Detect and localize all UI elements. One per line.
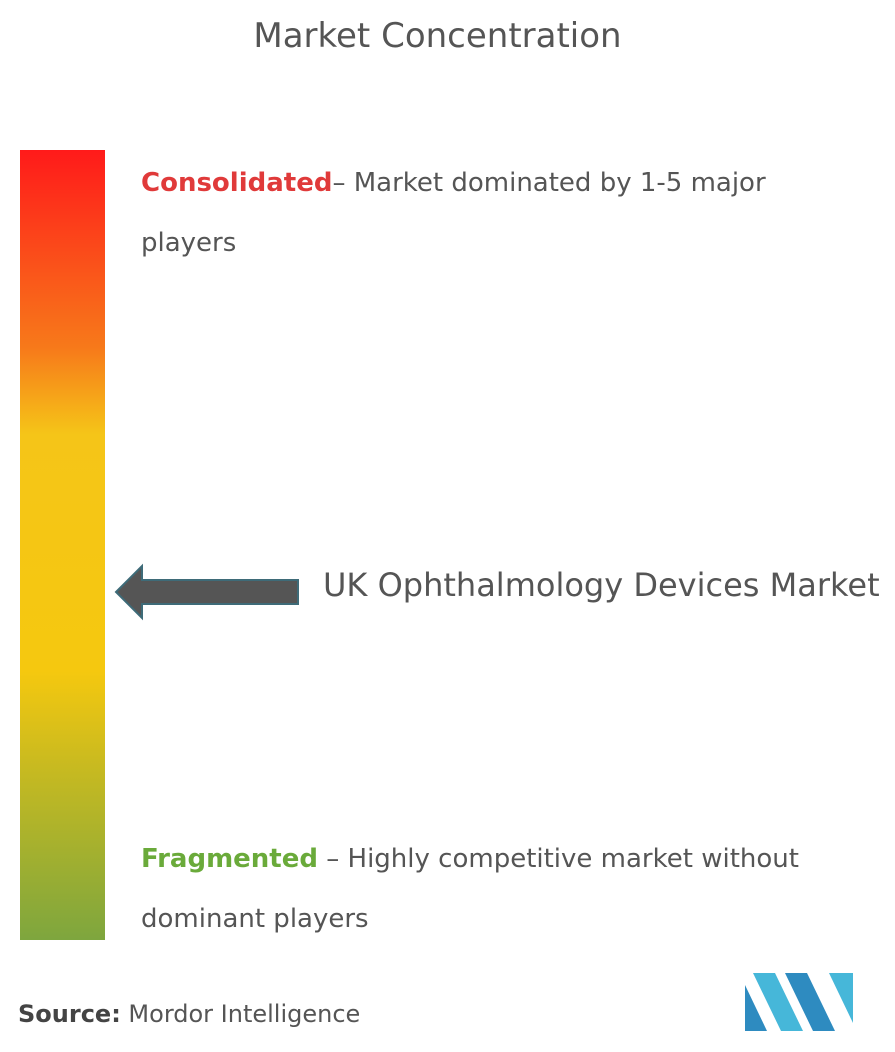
fragmented-label: Fragmented (141, 844, 318, 874)
fragmented-description: Fragmented – Highly competitive market w… (141, 829, 841, 949)
source-label: Source: (18, 1000, 121, 1028)
title: Market Concentration (253, 16, 622, 56)
consolidated-label: Consolidated (141, 168, 333, 198)
source: Source: Mordor Intelligence (18, 1000, 360, 1028)
logo (745, 973, 853, 1031)
arrow (114, 563, 299, 621)
fragmented-text: – Highly competitive market without domi… (141, 844, 799, 934)
market-name: UK Ophthalmology Devices Market (323, 566, 880, 604)
gradient-bar (20, 150, 105, 940)
consolidated-text: – Market dominated by 1-5 major players (141, 168, 766, 258)
source-text: Mordor Intelligence (120, 1000, 361, 1028)
consolidated-description: Consolidated– Market dominated by 1-5 ma… (141, 153, 841, 273)
